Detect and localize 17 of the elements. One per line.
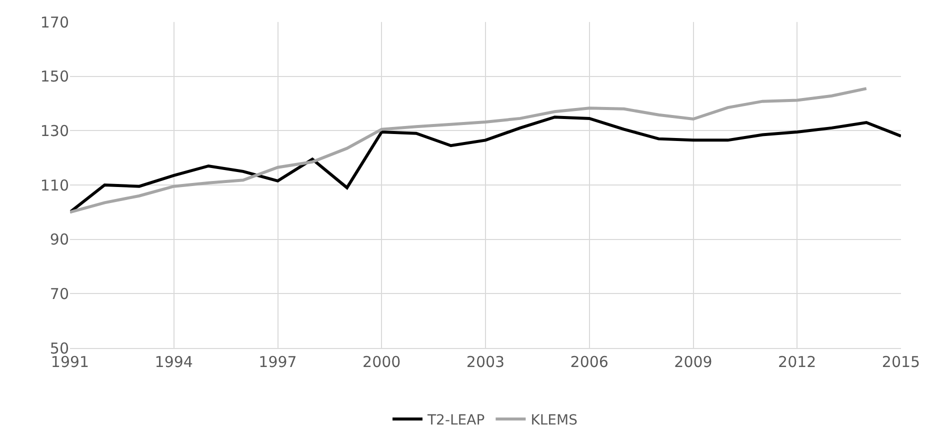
x-tick-label: 2006 (570, 353, 608, 371)
y-tick-label: 70 (50, 284, 69, 303)
y-tick-label: 170 (40, 13, 69, 32)
x-tick-label: 2012 (778, 353, 816, 371)
x-tick-label: 2003 (466, 353, 505, 371)
y-tick-label: 130 (40, 122, 69, 140)
y-tick-label: 150 (40, 68, 69, 86)
y-tick-label: 90 (50, 230, 69, 249)
x-tick-label: 2009 (674, 353, 712, 371)
line-series (70, 87, 868, 214)
x-tick-label: 2000 (362, 353, 401, 371)
x-tick-label: 2015 (882, 353, 920, 371)
x-tick-label: 1997 (258, 353, 297, 371)
legend-label: T2-LEAP (426, 412, 485, 428)
legend-label: KLEMS (530, 412, 578, 428)
y-tick-label: 110 (40, 176, 69, 194)
x-tick-label: 1994 (154, 353, 193, 371)
